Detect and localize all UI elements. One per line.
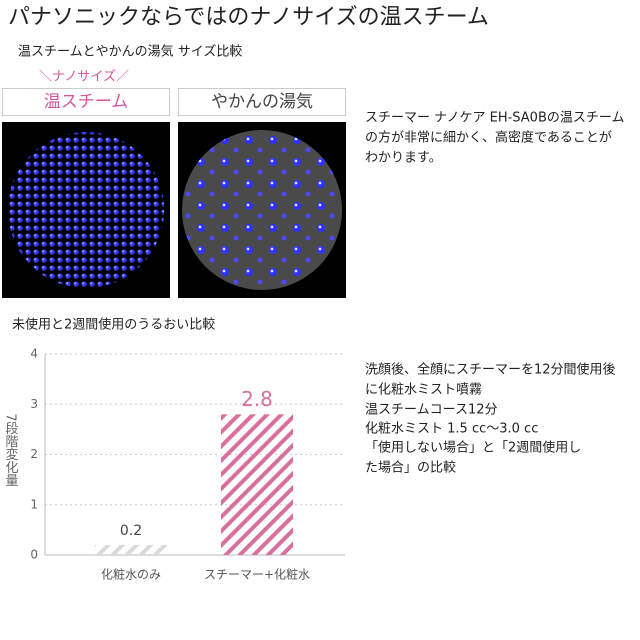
- subtitle: 温スチームとやかんの湯気 サイズ比較: [18, 44, 242, 60]
- note: に化粧水ミスト噴霧: [365, 383, 482, 398]
- bar: [221, 414, 293, 555]
- page-title: パナソニックならではのナノサイズの温スチーム: [8, 5, 489, 30]
- y-tick-label: 3: [30, 397, 38, 411]
- note: 温スチームコース12分: [365, 403, 498, 418]
- description: わかります。: [365, 151, 442, 166]
- note: 「使用しない場合」と「2週間使用し: [365, 440, 581, 456]
- image-label: 温スチーム: [44, 92, 129, 112]
- image-label: やかんの湯気: [211, 92, 313, 112]
- note: た場合」の比較: [365, 461, 456, 476]
- label-box: [2, 88, 170, 116]
- steam-particles: [8, 132, 164, 288]
- x-tick-label: 化粧水のみ: [101, 568, 161, 582]
- tagline: ＼ナノサイズ／: [39, 69, 129, 85]
- y-tick-label: 2: [30, 447, 38, 461]
- kettle-particles: [182, 130, 342, 290]
- y-axis-label: 7段階変化量: [3, 413, 19, 487]
- note: 化粧水ミスト 1.5 cc～3.0 cc: [365, 422, 538, 437]
- value-label: 2.8: [241, 387, 273, 411]
- chart-title: 未使用と2週間使用のうるおい比較: [12, 317, 215, 333]
- y-tick-label: 4: [30, 347, 38, 361]
- label-box: [178, 88, 346, 116]
- value-label: 0.2: [120, 523, 142, 539]
- bar: [95, 544, 167, 555]
- note: 洗顔後、全顔にスチーマーを12分間使用後: [365, 362, 616, 378]
- description: スチーマー ナノケア EH-SA0Bの温スチーム: [365, 111, 624, 126]
- y-tick-label: 0: [30, 548, 38, 562]
- description: の方が非常に細かく、高密度であることが: [365, 130, 612, 146]
- x-tick-label: スチーマー+化粧水: [204, 568, 310, 582]
- y-tick-label: 1: [30, 497, 38, 511]
